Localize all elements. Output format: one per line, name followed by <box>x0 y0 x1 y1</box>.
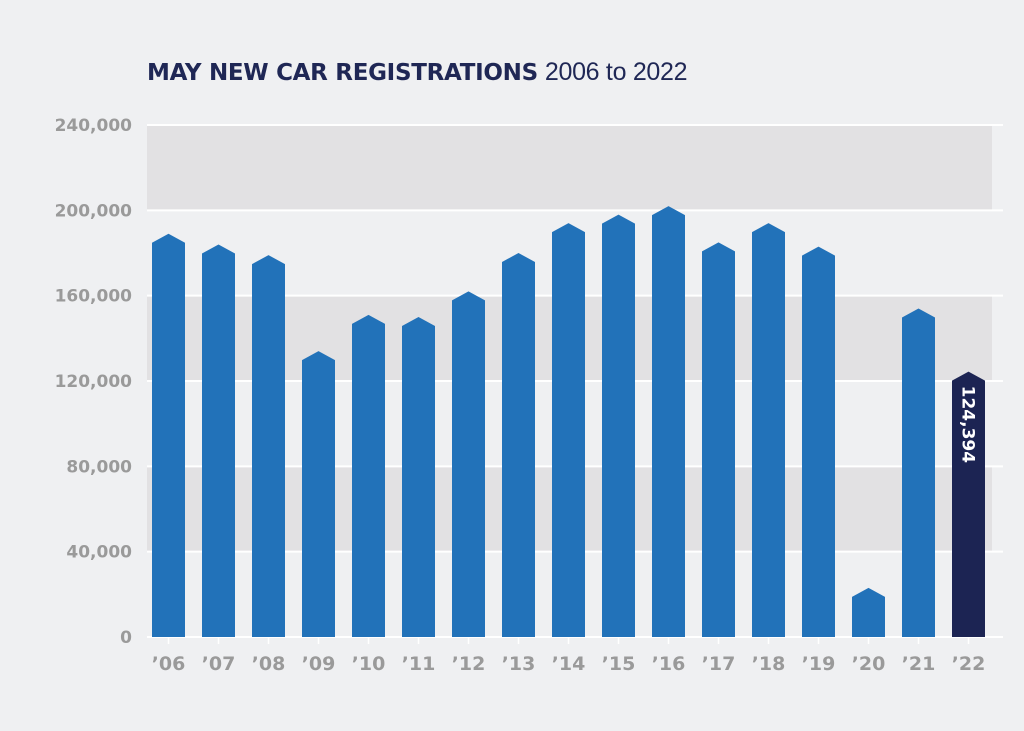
x-tick-label: ’18 <box>752 653 786 675</box>
x-tick-label: ’15 <box>602 653 636 675</box>
grid-band <box>147 125 992 211</box>
y-tick-label: 160,000 <box>55 287 133 307</box>
bar-17 <box>702 242 735 638</box>
x-tick-label: ’22 <box>952 653 986 675</box>
y-axis-ticks: 0 40,000 80,000 120,000 160,000 200,000 240,00… <box>55 116 133 648</box>
bar-18 <box>752 223 785 637</box>
x-tick-label: ’13 <box>502 653 536 675</box>
y-tick-label: 0 <box>120 628 132 648</box>
chart-title-main: MAY NEW CAR REGISTRATIONS <box>147 60 538 86</box>
y-tick-label: 240,000 <box>55 116 133 136</box>
y-tick-label: 120,000 <box>55 372 133 392</box>
bar-06 <box>152 233 185 638</box>
data-labels: 124,394 <box>958 386 978 464</box>
bar-14 <box>552 223 585 637</box>
bar-15 <box>602 214 635 637</box>
bars <box>152 206 985 638</box>
x-tick-label: ’20 <box>852 653 886 675</box>
y-tick-label: 40,000 <box>66 543 132 563</box>
data-label: 124,394 <box>958 386 978 464</box>
x-tick-label: ’10 <box>352 653 386 675</box>
bar-22 <box>952 371 985 637</box>
x-tick-label: ’07 <box>202 653 236 675</box>
x-tick-label: ’17 <box>702 653 736 675</box>
x-tick-label: ’12 <box>452 653 486 675</box>
chart-title: MAY NEW CAR REGISTRATIONS 2006 to 2022 <box>147 58 688 87</box>
x-tick-label: ’16 <box>652 653 686 675</box>
bar-09 <box>302 351 335 637</box>
x-tick-label: ’14 <box>552 653 586 675</box>
bar-21 <box>902 308 935 637</box>
x-tick-label: ’09 <box>302 653 336 675</box>
chart-subtitle: 2006 to 2022 <box>544 58 688 86</box>
y-tick-label: 80,000 <box>66 457 132 477</box>
x-tick-label: ’21 <box>902 653 936 675</box>
bar-11 <box>402 317 435 637</box>
x-tick-label: ’11 <box>402 653 436 675</box>
x-tick-label: ’19 <box>802 653 836 675</box>
bar-16 <box>652 206 685 638</box>
x-tick-label: ’06 <box>152 653 186 675</box>
bar-12 <box>452 291 485 637</box>
y-tick-label: 200,000 <box>55 201 133 221</box>
bar-07 <box>202 244 235 637</box>
bar-08 <box>252 255 285 637</box>
bar-19 <box>802 246 835 637</box>
bar-13 <box>502 253 535 637</box>
x-tick-label: ’08 <box>252 653 286 675</box>
x-axis-ticks: ’06 ’07 ’08 ’09 ’10 ’11 ’12 ’13 ’14 ’15 ’16 ’17 ’18 ’… <box>152 637 986 675</box>
bar-20 <box>852 587 885 637</box>
bar-10 <box>352 314 385 637</box>
